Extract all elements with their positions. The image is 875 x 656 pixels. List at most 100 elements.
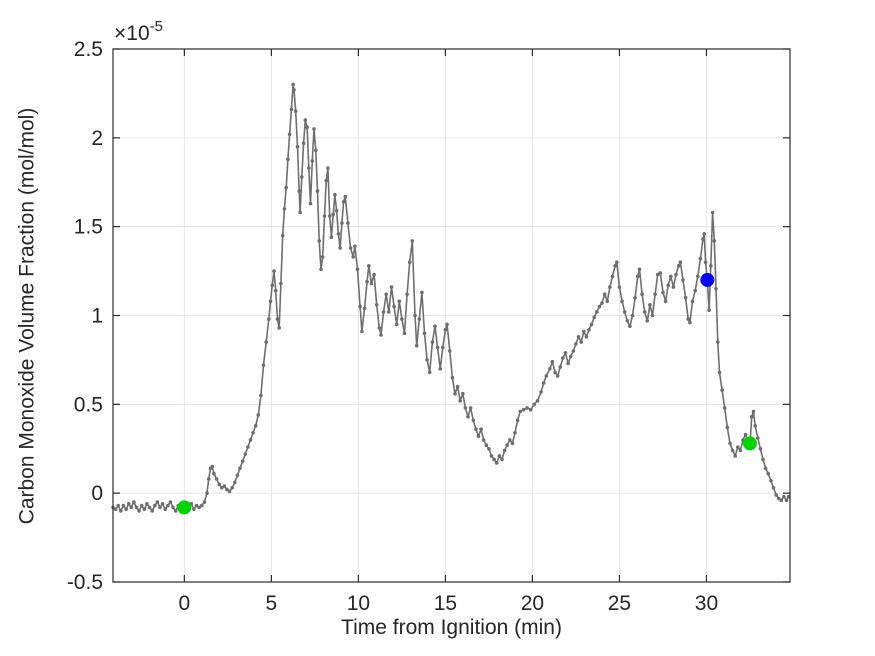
series-point (166, 503, 170, 508)
series-point (450, 375, 455, 380)
series-point (510, 441, 515, 446)
series-point (322, 214, 327, 218)
series-point (587, 327, 591, 332)
series-point (610, 274, 615, 279)
series-point (571, 349, 576, 353)
series-point (158, 505, 162, 510)
series-point (171, 505, 175, 510)
series-point (259, 393, 263, 398)
series-point (693, 288, 697, 293)
series-point (678, 260, 683, 265)
series-point (358, 304, 362, 309)
series-point (355, 267, 360, 272)
series-point (374, 303, 379, 307)
series-point (766, 471, 770, 476)
series-point (240, 459, 245, 464)
series-point (402, 331, 407, 336)
series-point (217, 482, 221, 487)
series-point (481, 438, 486, 442)
series-point (676, 264, 681, 268)
series-point (305, 125, 309, 129)
series-point (698, 256, 703, 261)
ignition-start-marker (177, 500, 192, 515)
series-point (384, 292, 389, 297)
series-point (319, 267, 323, 272)
series-point (568, 354, 573, 359)
series-point (365, 279, 369, 284)
series-point (300, 175, 304, 179)
series-point (541, 381, 546, 385)
series-point (505, 443, 510, 448)
y-tick-label: 2.5 (74, 38, 103, 61)
series-point (461, 391, 465, 396)
series-point (625, 319, 630, 323)
series-point (548, 367, 552, 371)
series-point (139, 503, 144, 508)
series-point (132, 500, 136, 504)
series-point (238, 466, 242, 471)
series-point (736, 445, 740, 449)
series-point (605, 299, 610, 304)
series-point (710, 210, 715, 215)
series-point (173, 509, 178, 513)
series-point (561, 356, 565, 360)
series-point (160, 502, 165, 506)
series-point (295, 144, 300, 149)
series-point (433, 324, 437, 329)
series-point (310, 159, 315, 163)
series-point (500, 457, 504, 462)
series-point (535, 399, 540, 403)
series-point (150, 509, 154, 513)
series-point (222, 484, 227, 488)
series-point (293, 109, 298, 113)
series-point (155, 500, 160, 504)
series-point (630, 313, 635, 318)
series-point (210, 464, 214, 469)
series-point (397, 299, 402, 304)
series-point (331, 212, 336, 216)
series-point (200, 503, 204, 508)
series-point (407, 260, 412, 265)
series-point (353, 244, 357, 248)
series-point (256, 413, 261, 417)
series-point (377, 326, 382, 330)
series-point (635, 274, 640, 279)
series-point (640, 292, 644, 297)
series-point (525, 406, 529, 410)
series-point (696, 274, 700, 279)
series-point (584, 335, 589, 339)
tick-marks (113, 48, 790, 583)
series-point (387, 310, 391, 314)
series-point (671, 285, 676, 289)
series-point (351, 255, 356, 259)
series-point (214, 477, 219, 481)
series-point (192, 507, 196, 512)
series-point (738, 448, 743, 453)
series-point (425, 358, 429, 362)
series-point (246, 445, 250, 449)
series-point (709, 264, 713, 268)
series-point (650, 313, 655, 318)
x-tick-label: 20 (521, 592, 544, 615)
series-point (688, 320, 692, 325)
series-point (600, 301, 604, 305)
series-point (550, 359, 555, 364)
series-point (314, 148, 318, 153)
series-point (119, 509, 123, 513)
series-point (427, 370, 432, 375)
series-point (308, 201, 313, 206)
series-point (642, 310, 647, 314)
series-point (413, 313, 417, 318)
series-point (270, 283, 275, 288)
series-point (528, 407, 533, 412)
series-point (145, 502, 149, 506)
series-point (212, 471, 216, 476)
series-point (712, 239, 717, 243)
series-point (717, 370, 722, 375)
series-markers-co-volume-fraction (111, 82, 791, 513)
series-point (315, 189, 320, 193)
series-point (435, 345, 440, 350)
series-point (553, 370, 557, 375)
